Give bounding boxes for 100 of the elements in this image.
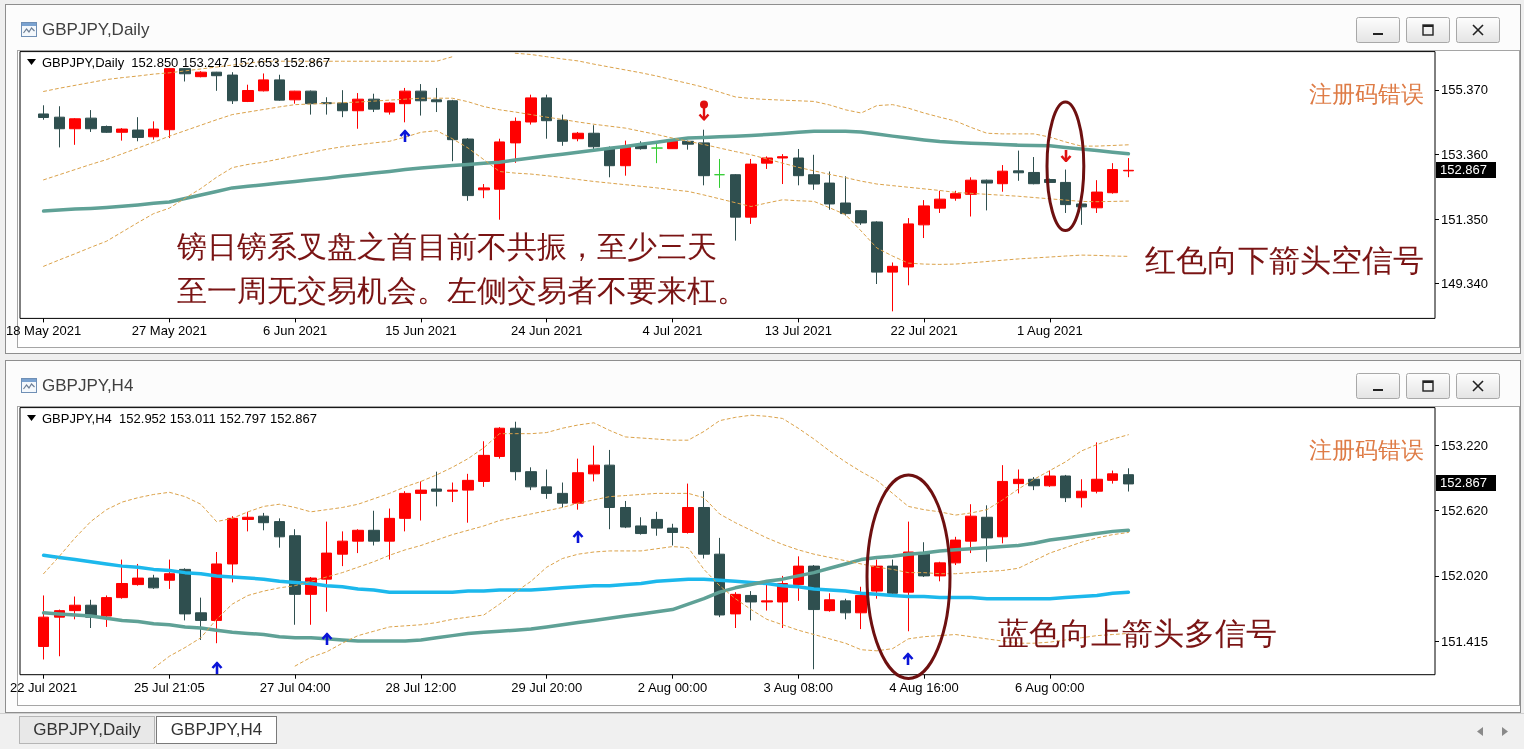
x-tick-label: 28 Jul 12:00 [385, 679, 457, 695]
candlestick [667, 523, 678, 546]
candlestick [195, 597, 207, 641]
candlestick [447, 99, 458, 162]
y-tick-label: 153.220 [1441, 438, 1488, 454]
x-tick-label: 13 Jul 2021 [764, 323, 832, 339]
candlestick [525, 94, 537, 126]
annotation: 注册码错误 [1309, 81, 1424, 109]
candlestick [840, 175, 851, 217]
candlestick [494, 426, 505, 460]
candlestick [918, 541, 930, 578]
candlestick [132, 116, 144, 142]
candlestick [651, 511, 663, 537]
candlestick [1028, 156, 1040, 185]
y-tick-label: 151.415 [1441, 634, 1488, 650]
candlestick [682, 483, 694, 535]
y-tick-label: 149.340 [1441, 276, 1488, 292]
chart-title: GBPJPY,H4 [42, 375, 134, 397]
candlestick [604, 449, 615, 530]
candlestick [981, 179, 993, 211]
candlestick [635, 516, 647, 536]
candlestick [1028, 476, 1040, 491]
annotation: 至一周无交易机会。左侧交易者不要来杠。 [177, 273, 747, 309]
candlestick [620, 140, 631, 177]
candlestick [934, 190, 946, 214]
candlestick [1123, 467, 1134, 493]
candlestick [164, 559, 175, 590]
candlestick [116, 559, 128, 600]
candlestick [588, 445, 600, 482]
candlestick [164, 67, 175, 139]
candlestick [462, 137, 474, 202]
candlestick [368, 93, 380, 113]
candlestick [274, 517, 285, 549]
candlestick [1060, 474, 1071, 503]
candlestick [745, 590, 757, 621]
y-tick-label: 152.620 [1441, 503, 1488, 519]
candlestick [132, 563, 144, 587]
candlestick [462, 473, 474, 524]
candlestick [824, 171, 835, 211]
annotation: 注册码错误 [1309, 437, 1424, 465]
x-tick-label: 2 Aug 00:00 [637, 679, 708, 695]
candlestick [38, 104, 49, 121]
annotation: 镑日镑系叉盘之首目前不共振，至少三天 [177, 229, 717, 265]
candlestick [227, 515, 238, 583]
candlestick [698, 490, 710, 560]
candlestick [384, 508, 395, 561]
annotation: 红色向下箭头空信号 [1145, 242, 1424, 280]
candlestick [541, 468, 552, 500]
candlestick [557, 114, 568, 147]
y-tick-label: 152.020 [1441, 568, 1488, 584]
candlestick [510, 117, 521, 164]
y-tick-label: 155.370 [1441, 82, 1488, 98]
x-tick-label: 24 Jun 2021 [510, 323, 583, 339]
candlestick [572, 458, 584, 511]
candlestick [557, 482, 568, 508]
y-tick-label: 151.350 [1441, 211, 1488, 227]
x-tick-label: 15 Jun 2021 [385, 323, 457, 339]
candlestick [1091, 179, 1103, 214]
annotation: 蓝色向上箭头多信号 [998, 615, 1277, 653]
line-series [43, 130, 1129, 267]
chart-tab: GBPJPY,Daily [19, 716, 155, 744]
x-tick-label: 6 Aug 00:00 [1015, 679, 1085, 695]
candlestick [855, 586, 867, 630]
candlestick [1044, 470, 1056, 488]
candlestick [101, 594, 112, 628]
chart-subtitle: GBPJPY,H4 152.952 153.011 152.797 152.867 [42, 411, 317, 427]
x-tick-label: 3 Aug 08:00 [763, 679, 833, 695]
candlestick [415, 83, 427, 117]
candlestick [1091, 441, 1103, 494]
x-tick-label: 22 Jul 2021 [890, 323, 958, 339]
candlestick [541, 94, 552, 140]
candlestick [730, 173, 741, 242]
candlestick [793, 148, 804, 186]
candlestick [510, 421, 521, 481]
line-series [43, 414, 1129, 575]
candlestick [840, 598, 851, 620]
candlestick [808, 154, 820, 191]
candlestick [965, 176, 977, 217]
candlestick [54, 105, 65, 148]
candlestick [777, 153, 788, 185]
candlestick [242, 511, 254, 532]
candlestick [761, 584, 773, 612]
candlestick [981, 504, 993, 563]
candlestick [69, 117, 81, 146]
x-tick-label: 25 Jul 21:05 [133, 679, 205, 695]
x-tick-label: 4 Aug 16:00 [889, 679, 959, 695]
x-tick-label: 6 Jun 2021 [262, 323, 328, 339]
candlestick [1060, 169, 1071, 214]
x-tick-label: 4 Jul 2021 [642, 323, 703, 339]
candlestick [903, 521, 914, 632]
y-tick-label: 153.360 [1441, 146, 1488, 162]
candlestick [871, 559, 883, 600]
candlestick [525, 466, 537, 491]
candlestick [620, 500, 631, 529]
candlestick [384, 101, 395, 116]
text: 152.867 [1436, 162, 1496, 178]
candlestick [934, 561, 946, 582]
candlestick [714, 158, 725, 189]
candlestick [1107, 470, 1118, 485]
candlestick [116, 127, 128, 142]
